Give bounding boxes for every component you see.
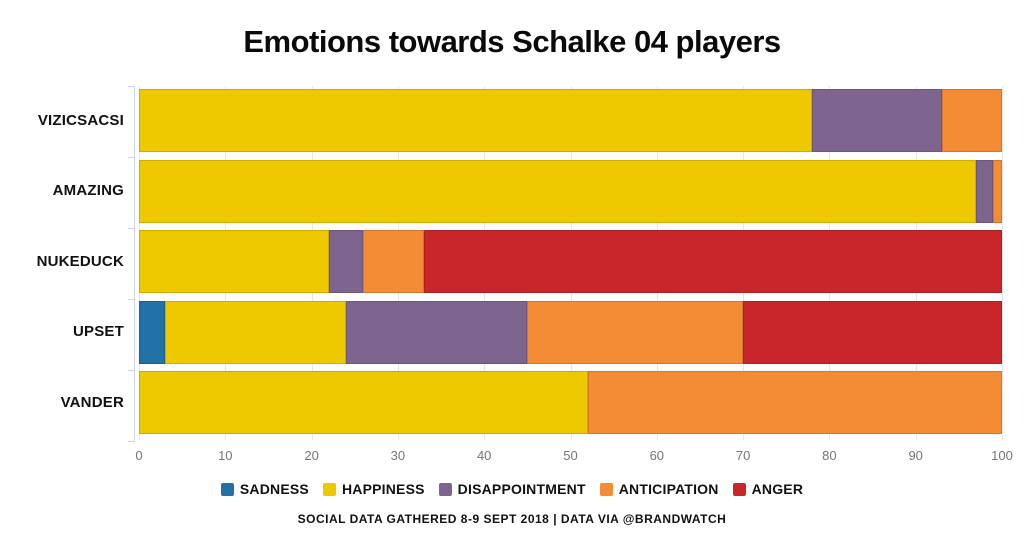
segment-nukeduck-happiness (139, 230, 329, 293)
segment-amazing-anticipation (993, 159, 1002, 223)
x-tick-label-20: 20 (304, 448, 319, 463)
legend-swatch-anticipation-icon (599, 482, 613, 496)
bar-row-vander (139, 371, 1002, 434)
segment-nukeduck-disappointment (328, 230, 364, 293)
y-axis-tick-0 (128, 86, 135, 87)
segment-vizicsacsi-anticipation (941, 89, 1002, 152)
legend-label-disappointment: DISAPPOINTMENT (457, 481, 586, 497)
segment-upset-happiness (164, 300, 347, 364)
legend-swatch-anger-icon (732, 482, 746, 496)
category-label-vizicsacsi: VIZICSACSI (37, 111, 124, 129)
legend-item-disappointment: DISAPPOINTMENT (438, 481, 586, 497)
legend-swatch-happiness-icon (322, 482, 336, 496)
segment-vizicsacsi-disappointment (812, 89, 942, 152)
legend-label-sadness: SADNESS (239, 481, 309, 497)
plot-area (139, 86, 1003, 440)
segment-vander-happiness (139, 371, 588, 434)
x-tick-label-80: 80 (822, 448, 837, 463)
x-tick-label-10: 10 (218, 448, 233, 463)
legend-item-happiness: HAPPINESS (322, 481, 425, 497)
y-axis-tick-4 (128, 370, 135, 371)
segment-amazing-happiness (139, 159, 977, 223)
segment-upset-disappointment (346, 300, 528, 364)
segment-upset-anticipation (527, 300, 744, 364)
x-tick-label-90: 90 (908, 448, 923, 463)
x-tick-label-30: 30 (390, 448, 406, 463)
legend-swatch-disappointment-icon (438, 482, 452, 496)
segment-vizicsacsi-happiness (139, 89, 813, 152)
bar-row-nukeduck (139, 230, 1002, 293)
y-axis-tick-1 (128, 157, 135, 158)
segment-amazing-disappointment (976, 159, 994, 223)
legend-item-anger: ANGER (732, 481, 804, 497)
x-tick-label-100: 100 (991, 448, 1013, 463)
legend-item-sadness: SADNESS (220, 481, 309, 497)
x-tick-label-40: 40 (476, 448, 492, 463)
x-tick-label-60: 60 (649, 448, 665, 463)
legend-label-happiness: HAPPINESS (341, 481, 425, 497)
legend-label-anger: ANGER (751, 481, 804, 497)
legend: SADNESS HAPPINESS DISAPPOINTMENT ANTICIPATI… (0, 481, 1024, 497)
segment-nukeduck-anticipation (363, 230, 424, 293)
bar-row-vizicsacsi (139, 89, 1002, 152)
bar-row-amazing (139, 159, 1002, 223)
segment-vander-anticipation (587, 371, 1002, 434)
source-note: SOCIAL DATA GATHERED 8-9 SEPT 2018 | DAT… (297, 512, 727, 526)
bar-row-upset (139, 300, 1002, 364)
chart-title: Emotions towards Schalke 04 players (243, 24, 781, 59)
segment-upset-anger (743, 300, 1002, 364)
x-tick-label-70: 70 (735, 448, 751, 463)
category-label-nukeduck: NUKEDUCK (36, 252, 124, 270)
category-label-upset: UPSET (72, 323, 124, 340)
category-label-amazing: AMAZING (52, 182, 124, 199)
y-axis-tick-3 (128, 299, 135, 300)
y-axis-tick-5 (128, 441, 135, 442)
legend-label-anticipation: ANTICIPATION (618, 481, 719, 497)
x-tick-label-0: 0 (135, 448, 143, 463)
y-axis-line (134, 86, 135, 441)
segment-nukeduck-anger (423, 230, 1002, 293)
legend-swatch-sadness-icon (220, 482, 234, 496)
x-tick-label-50: 50 (563, 448, 578, 463)
y-axis-tick-2 (128, 228, 135, 229)
category-label-vander: VANDER (60, 393, 124, 411)
segment-upset-sadness (139, 300, 165, 364)
gridline-100 (1002, 86, 1003, 440)
legend-item-anticipation: ANTICIPATION (599, 481, 719, 497)
